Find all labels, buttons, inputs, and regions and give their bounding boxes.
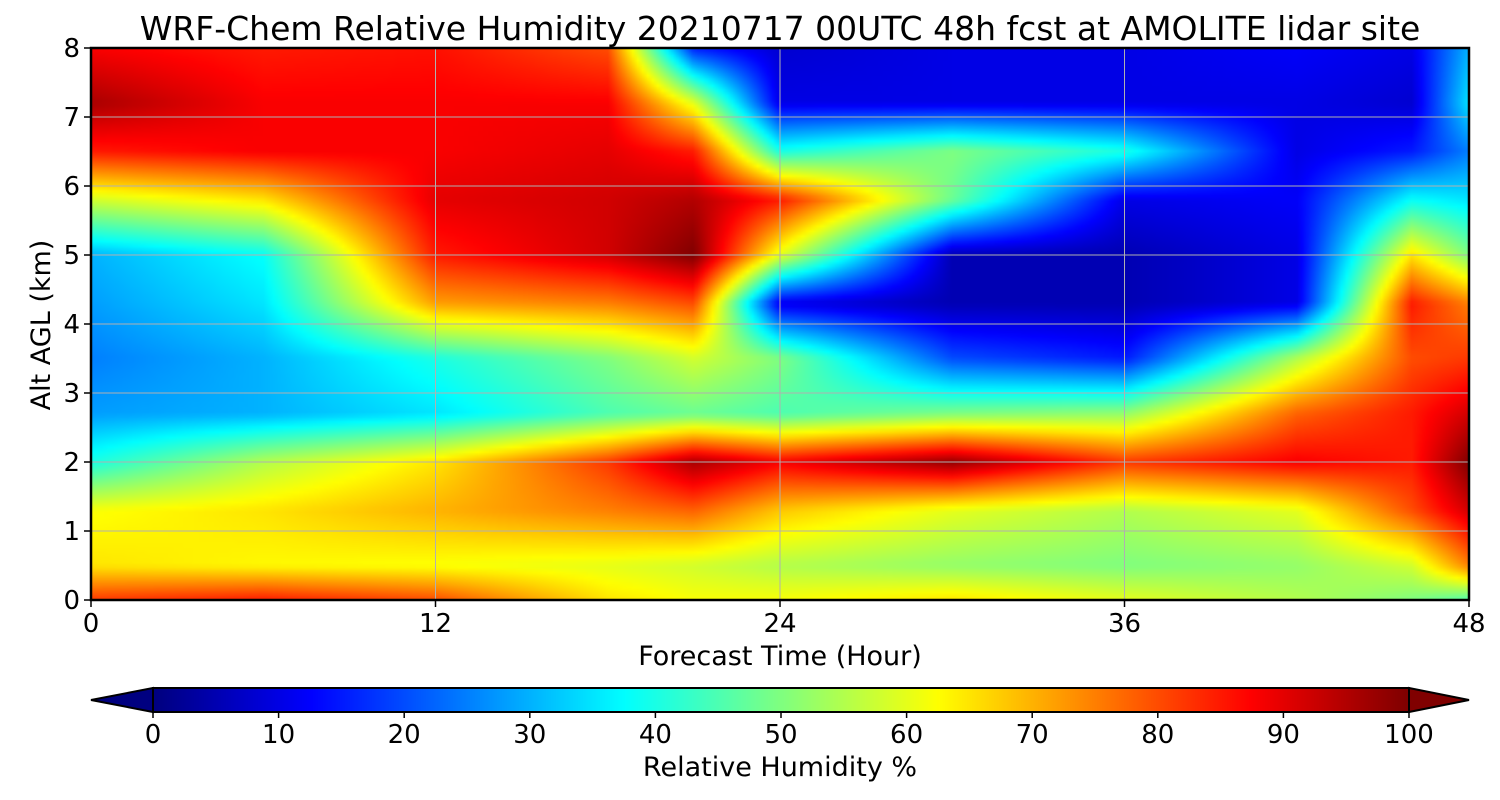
x-tick-label: 36 [1108, 609, 1141, 639]
y-tick-label: 3 [63, 379, 80, 409]
y-tick-label: 1 [63, 517, 80, 547]
x-tick-label: 48 [1452, 609, 1485, 639]
colorbar-label: Relative Humidity % [643, 752, 917, 783]
colorbar: 0 10 20 30 40 50 60 70 80 90 100 Relative Humidity… [90, 686, 1470, 783]
y-tick-label: 8 [63, 34, 80, 64]
colorbar-tick-label: 70 [1016, 720, 1049, 750]
colorbar-tick-label: 30 [513, 720, 546, 750]
colorbar-tick-label: 50 [764, 720, 797, 750]
chart-title: WRF-Chem Relative Humidity 20210717 00UT… [140, 9, 1421, 48]
y-tick-label: 5 [63, 241, 80, 271]
colorbar-tick-label: 10 [262, 720, 295, 750]
y-tick-label: 2 [63, 448, 80, 478]
y-tick-label: 4 [63, 310, 80, 340]
x-axis-label: Forecast Time (Hour) [638, 641, 922, 672]
colorbar-ticks: 0 10 20 30 40 50 60 70 80 90 100 [145, 712, 1434, 750]
colorbar-tick-label: 0 [145, 720, 162, 750]
y-axis: 0 1 2 3 4 5 6 7 8 [63, 34, 91, 616]
x-tick-label: 12 [419, 609, 452, 639]
colorbar-min-extension [90, 686, 154, 714]
colorbar-tick-label: 80 [1141, 720, 1174, 750]
x-axis: 0 12 24 36 48 [83, 600, 1486, 639]
colorbar-tick-label: 100 [1384, 720, 1434, 750]
colorbar-tick-label: 40 [639, 720, 672, 750]
colorbar-tick-label: 20 [388, 720, 421, 750]
colorbar-gradient [153, 688, 1409, 712]
y-axis-label: Alt AGL (km) [26, 240, 57, 411]
y-tick-label: 0 [63, 586, 80, 616]
colorbar-tick-label: 60 [890, 720, 923, 750]
colorbar-tick-label: 90 [1267, 720, 1300, 750]
colorbar-max-extension [1408, 686, 1470, 714]
x-tick-label: 0 [83, 609, 100, 639]
y-tick-label: 6 [63, 172, 80, 202]
x-tick-label: 24 [763, 609, 796, 639]
y-tick-label: 7 [63, 103, 80, 133]
heatmap-plot-area [89, 46, 1471, 602]
